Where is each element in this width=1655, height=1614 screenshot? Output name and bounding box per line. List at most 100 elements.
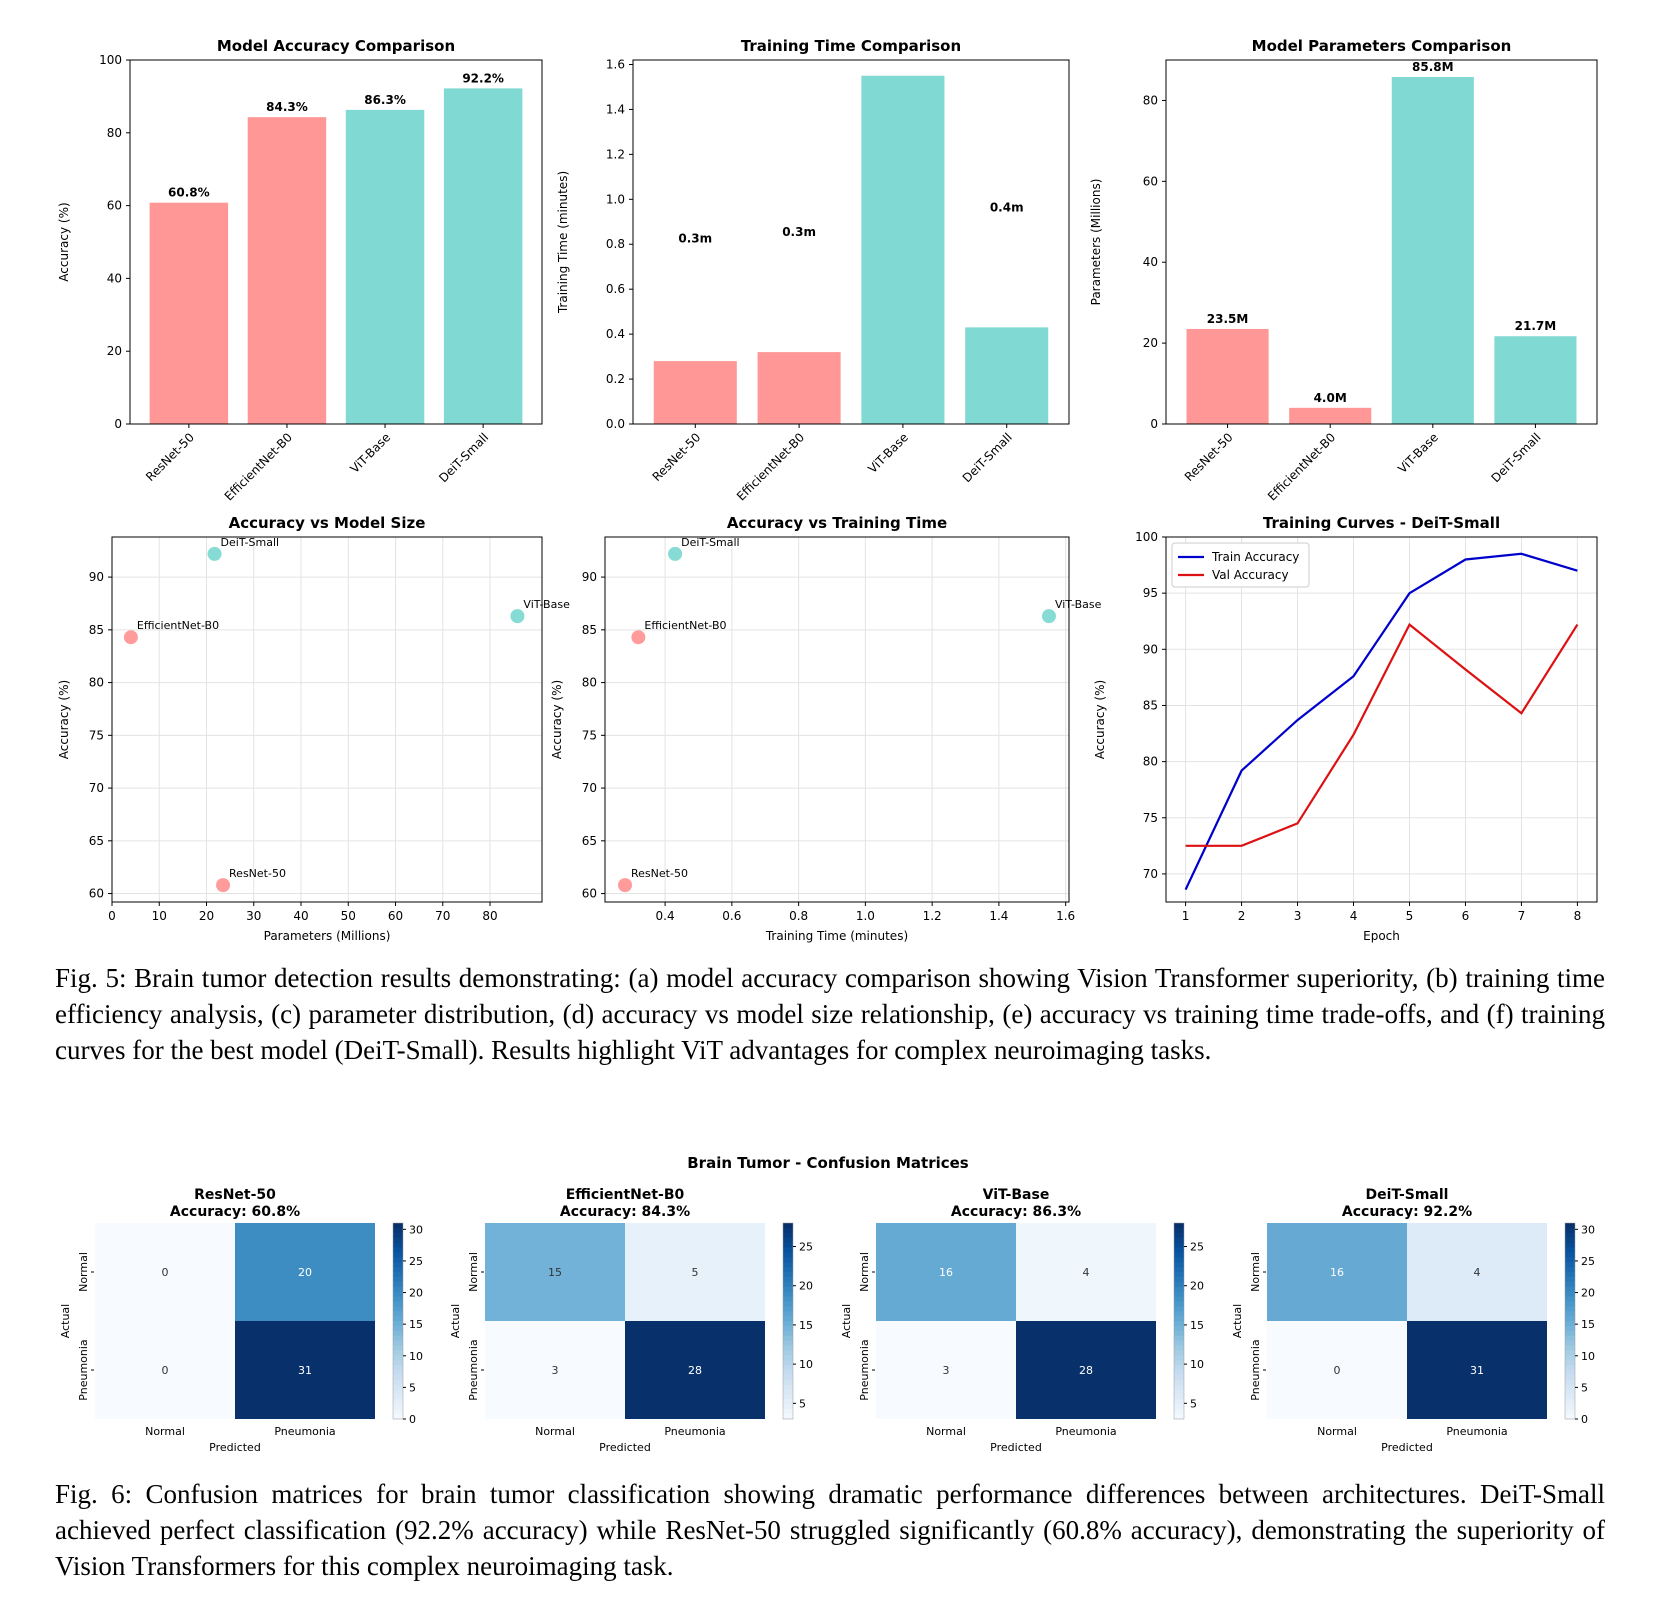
x-tick-label: Pneumonia [274,1425,335,1438]
colorbar-segment [393,1325,403,1332]
colorbar-segment [783,1384,793,1391]
y-tick-label: 80 [1143,755,1158,769]
colorbar-segment [1174,1389,1184,1396]
colorbar-segment [783,1281,793,1288]
point-label: ViT-Base [1055,598,1102,611]
colorbar-segment [1174,1409,1184,1415]
colorbar-segment [783,1409,793,1415]
x-tick-label: 20 [199,909,214,923]
y-axis-label: Actual [59,1304,72,1338]
colorbar-segment [1565,1227,1575,1234]
bar-value-label: 0.3m [678,232,712,246]
colorbar-segment [393,1399,403,1405]
x-tick-label: ResNet-50 [143,430,197,484]
colorbar-segment [1174,1281,1184,1288]
colorbar-segment [1565,1409,1575,1415]
y-tick-label: 100 [1135,530,1158,544]
colorbar-segment [1174,1330,1184,1337]
y-tick-label: 0.6 [606,282,625,296]
x-axis-label: Predicted [209,1441,261,1454]
y-tick-label: 1.6 [606,57,625,71]
y-tick-label: Pneumonia [467,1339,480,1400]
colorbar-segment [1174,1321,1184,1327]
x-tick-label: Pneumonia [1055,1425,1116,1438]
colorbar-segment [393,1409,403,1415]
colorbar-segment [393,1232,403,1239]
plot-frame [604,536,1070,903]
colorbar-segment [1174,1399,1184,1405]
colorbar-segment [783,1257,793,1263]
colorbar-segment [783,1330,793,1337]
y-axis-label: Parameters (Millions) [1089,179,1103,306]
y-tick-label: 0.4 [606,327,625,341]
colorbar-segment [1565,1325,1575,1332]
colorbar-segment [1565,1374,1575,1381]
y-tick-label: 70 [582,781,597,795]
colorbar-segment [393,1321,403,1327]
x-tick-label: Normal [145,1425,185,1438]
plot-frame [129,59,543,425]
y-tick-label: 70 [1143,867,1158,881]
y-tick-label: Pneumonia [858,1339,871,1400]
colorbar-frame [782,1222,794,1420]
colorbar-segment [783,1227,793,1234]
x-tick-label: Normal [1317,1425,1357,1438]
colorbar-segment [783,1252,793,1258]
colorbar-segment [393,1335,403,1342]
bar-value-label: 84.3% [266,100,308,114]
heatmap-cell [876,1321,1016,1419]
colorbar-segment [1565,1389,1575,1396]
colorbar-segment [783,1223,793,1229]
colorbar-segment [1174,1276,1184,1283]
cell-value: 31 [1470,1364,1484,1377]
x-tick-label: 1 [1182,909,1190,923]
y-tick-label: Normal [467,1252,480,1292]
x-tick-label: ViT-Base [1395,430,1441,476]
colorbar-tick-label: 30 [1581,1223,1595,1236]
y-tick-label: Normal [858,1252,871,1292]
y-axis-label: Accuracy (%) [57,680,71,759]
colorbar-segment [393,1247,403,1253]
colorbar-tick-label: 10 [799,1358,813,1371]
y-tick-label: 65 [582,834,597,848]
colorbar-segment [1565,1306,1575,1312]
colorbar-segment [393,1301,403,1307]
colorbar-segment [1565,1252,1575,1258]
colorbar-segment [1565,1316,1575,1322]
colorbar-segment [1174,1350,1184,1356]
heatmap-cell [625,1321,765,1419]
colorbar-segment [1565,1384,1575,1391]
colorbar-tick-label: 25 [1190,1241,1204,1254]
x-axis-label: Predicted [990,1441,1042,1454]
x-tick-label: 70 [435,909,450,923]
series-line-val-accuracy [1185,622,1579,847]
colorbar-segment [1174,1232,1184,1239]
fig5-caption: Fig. 5: Brain tumor detection results de… [55,963,1605,1065]
scatter-point-resnet-50 [618,878,633,893]
bar-deit-small [965,327,1049,424]
y-tick-label: 0.0 [606,417,625,431]
colorbar-frame [392,1222,404,1420]
colorbar-segment [1565,1267,1575,1273]
scatter-point-vit-base [510,609,525,624]
y-tick-label: 40 [107,271,122,285]
colorbar-segment [1565,1370,1575,1376]
y-tick-label: Pneumonia [1249,1339,1262,1400]
colorbar-segment [783,1237,793,1244]
x-axis-label: Predicted [599,1441,651,1454]
y-tick-label: 0 [1150,417,1158,431]
heatmap-cell [876,1223,1016,1321]
y-tick-label: 100 [99,53,122,67]
colorbar-segment [783,1379,793,1386]
matrix-title: EfficientNet-B0 [566,1187,685,1203]
y-tick-label: 95 [1143,586,1158,600]
colorbar-tick-label: 15 [799,1319,813,1332]
point-label: EfficientNet-B0 [644,619,726,632]
bar-chart-accuracy: 0 20 40 60 80 100 60.8% ResNet-50 84.3% Efficient… [57,37,543,504]
chart-title: Training Time Comparison [741,37,961,55]
plot-frame [111,536,543,903]
